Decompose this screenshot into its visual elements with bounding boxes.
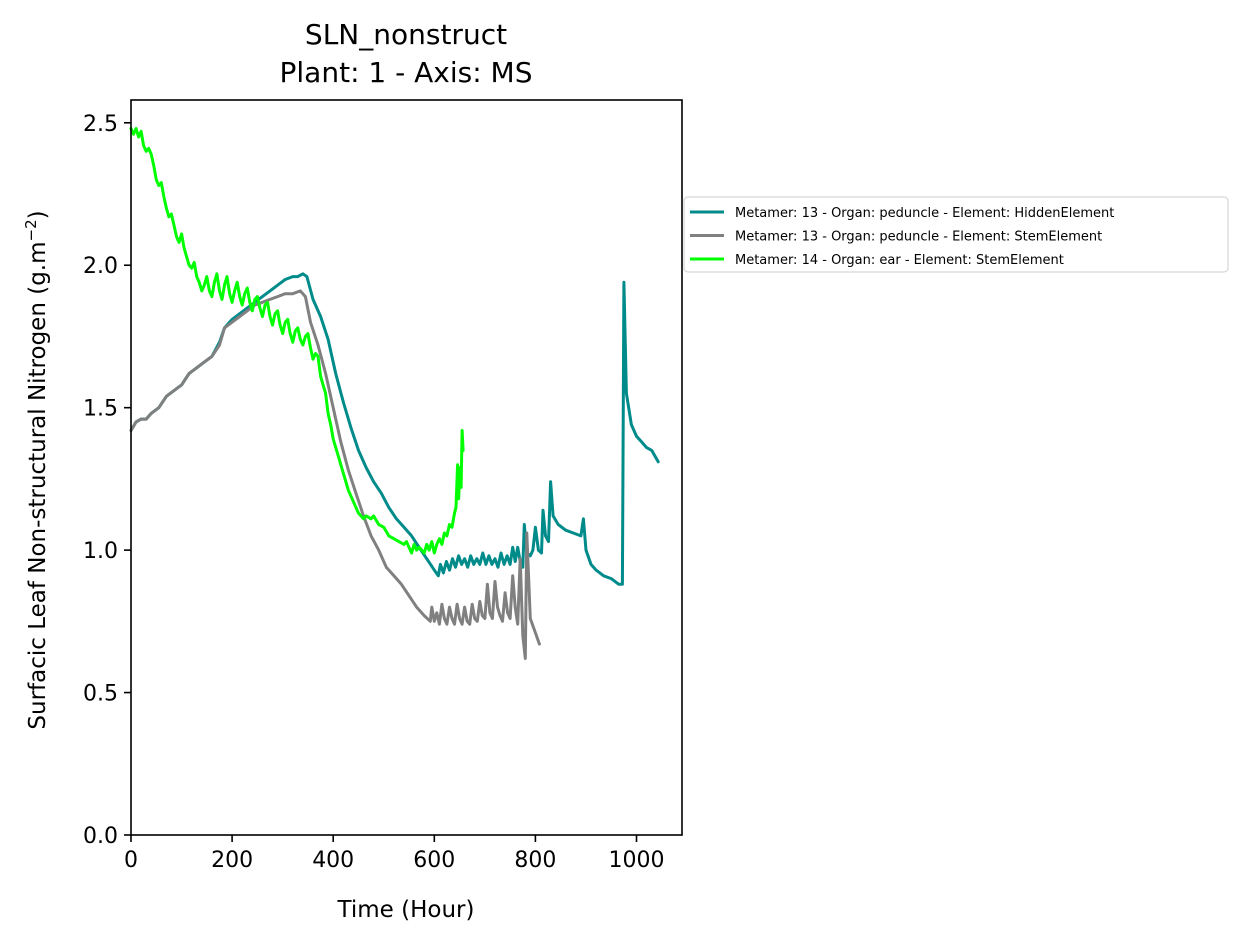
series-line-3: [129, 127, 465, 555]
x-tick-label: 200: [211, 848, 253, 873]
series-line-2: [129, 289, 541, 660]
y-tick-label: 1.0: [83, 539, 118, 564]
y-axis-label: Surfacic Leaf Non-structural Nitrogen (g…: [22, 210, 51, 729]
y-axis-ticks: 0.0 0.5 1.0 1.5 2.0 2.5: [83, 112, 131, 849]
legend: Metamer: 13 - Organ: peduncle - Element:…: [683, 196, 1229, 273]
series-group: [129, 127, 660, 660]
x-tick-label: 400: [312, 848, 354, 873]
legend-label-3: Metamer: 14 - Organ: ear - Element: Stem…: [735, 253, 1064, 268]
x-tick-label: 1000: [609, 848, 665, 873]
x-tick-label: 800: [514, 848, 556, 873]
x-axis-label: Time (Hour): [337, 897, 475, 923]
x-tick-label: 600: [413, 848, 455, 873]
y-tick-label: 2.0: [83, 254, 118, 279]
y-axis-label-superscript: −2: [22, 219, 40, 241]
plot-frame: [130, 99, 683, 836]
y-axis-label-main: Surfacic Leaf Non-structural Nitrogen (g…: [25, 241, 51, 729]
x-axis-ticks: 0 200 400 600 800 1000: [124, 835, 665, 873]
legend-entries: Metamer: 13 - Organ: peduncle - Element:…: [690, 206, 1114, 268]
y-tick-label: 0.5: [83, 682, 118, 707]
y-tick-label: 0.0: [83, 824, 118, 849]
chart-title: SLN_nonstruct: [305, 18, 507, 51]
y-tick-label: 1.5: [83, 397, 118, 422]
legend-label-2: Metamer: 13 - Organ: peduncle - Element:…: [735, 230, 1102, 245]
legend-frame: [683, 196, 1229, 273]
x-tick-label: 0: [124, 848, 138, 873]
legend-label-1: Metamer: 13 - Organ: peduncle - Element:…: [735, 206, 1114, 221]
y-axis-label-suffix: ): [25, 210, 51, 219]
y-tick-label: 2.5: [83, 112, 118, 137]
chart-subtitle: Plant: 1 - Axis: MS: [280, 56, 533, 89]
